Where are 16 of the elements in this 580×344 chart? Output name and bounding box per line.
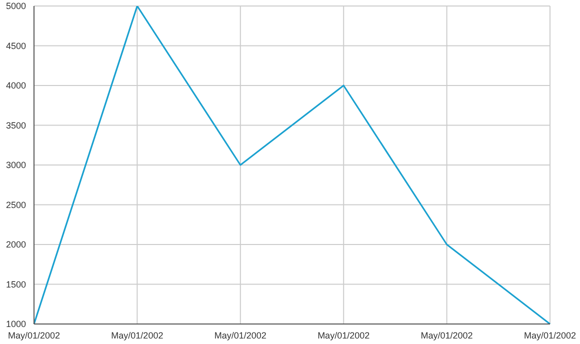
y-tick-label: 4500	[6, 40, 26, 51]
y-tick-label: 2000	[6, 240, 26, 250]
y-tick-label: 3500	[6, 120, 26, 130]
x-tick-label: May/01/2002	[318, 330, 370, 340]
x-tick-label: May/01/2002	[111, 330, 164, 340]
x-tick-label: May/01/2002	[524, 330, 576, 340]
y-tick-label: 1000	[6, 319, 26, 330]
x-tick-label: May/01/2002	[420, 330, 473, 340]
line-series	[33, 6, 551, 324]
x-tick-label: May/01/2002	[214, 330, 266, 340]
x-tick-label: May/01/2002	[8, 330, 60, 340]
y-tick-label: 3000	[6, 160, 26, 170]
y-tick-label: 2500	[6, 200, 26, 210]
y-tick-label: 1500	[6, 279, 26, 290]
y-tick-label: 4000	[6, 80, 26, 91]
y-tick-label: 5000	[6, 1, 26, 12]
